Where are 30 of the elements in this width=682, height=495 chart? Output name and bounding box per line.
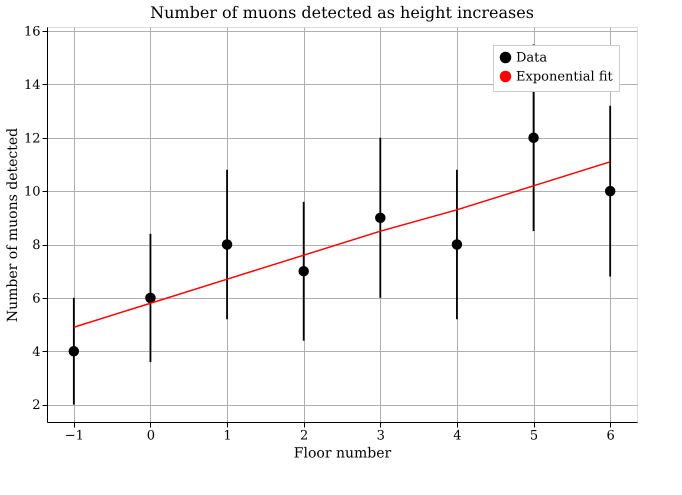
x-tick-label: 1 [223,428,232,444]
y-tick-label: 2 [32,398,40,414]
legend-label: Exponential fit [516,70,614,84]
y-tick-label: 4 [32,344,40,360]
x-axis-title: Floor number [294,446,392,462]
y-tick-label: 8 [32,238,40,254]
y-tick-label: 6 [32,291,40,306]
x-tick-label: 0 [146,428,156,444]
x-tick-label: 5 [530,428,538,444]
x-tick-label: 3 [376,428,385,444]
point [68,346,80,357]
point [298,266,309,276]
legend-label: Data [516,50,548,66]
x-tick-label: 4 [453,428,462,444]
y-tick-label: 16 [24,24,40,40]
y-axis-title: Number of muons detected [4,128,21,322]
point [452,239,462,250]
x-tick-label: −1 [64,428,84,444]
y-tick-label: 14 [24,78,40,93]
chart-title: Number of muons detected as height increases [150,3,534,22]
point [528,132,539,143]
line-series [73,161,611,328]
y-tick-label: 12 [24,131,40,146]
y-tick-label: 10 [24,184,40,200]
point [604,186,616,196]
point [375,212,386,224]
point [222,239,232,250]
point [145,292,156,304]
x-tick-label: 2 [300,428,308,444]
x-tick-label: 6 [606,428,615,444]
